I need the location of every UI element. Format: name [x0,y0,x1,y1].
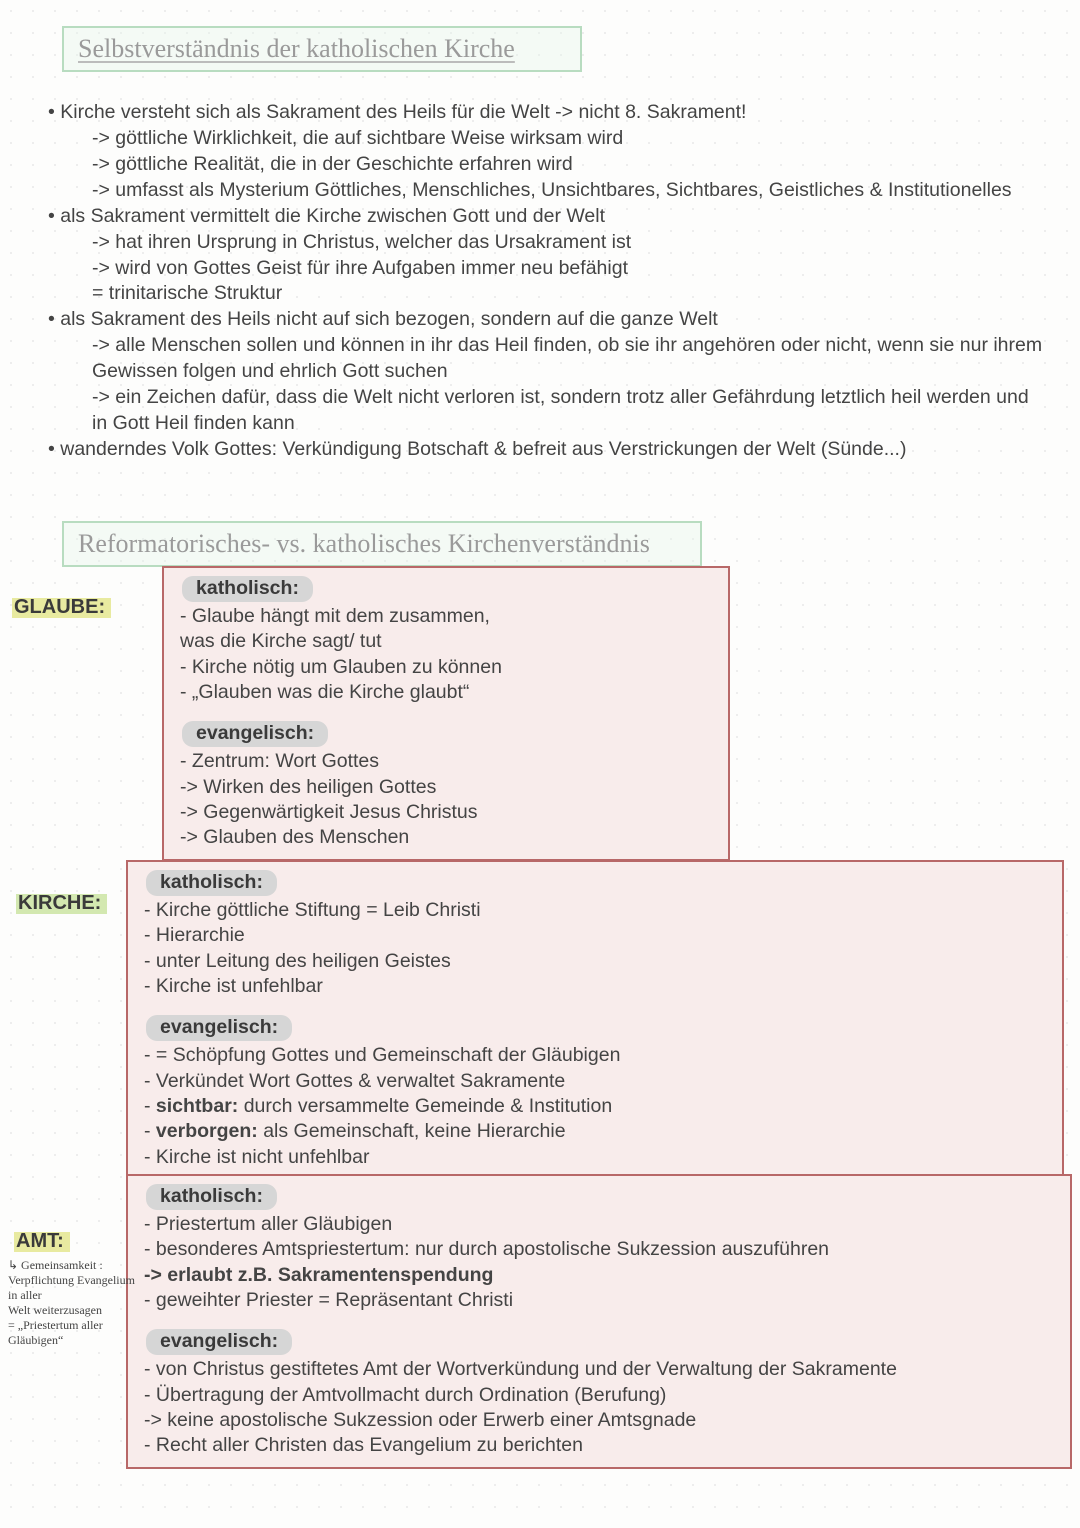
box-line: - Kirche göttliche Stiftung = Leib Chris… [140,898,1050,923]
box-line: - = Schöpfung Gottes und Gemeinschaft de… [140,1043,1050,1068]
handwritten-margin-note: ↳ Gemeinsamkeit :Verpflichtung Evangeliu… [8,1258,138,1348]
body-line: = trinitarische Struktur [48,281,1048,307]
section-header-2-text: Reformatorisches- vs. katholisches Kirch… [78,529,650,558]
side-label-glaube: GLAUBE: [12,596,111,619]
side-label-kirche: KIRCHE: [16,892,107,915]
box-line: - Priestertum aller Gläubigen [140,1212,1058,1237]
comparison-box-kirche: katholisch:- Kirche göttliche Stiftung =… [126,860,1064,1180]
box-line: -> erlaubt z.B. Sakramentenspendung [140,1263,1058,1288]
section-header-1-text: Selbstverständnis der katholischen Kirch… [78,34,515,63]
handnote-line: Welt weiterzusagen [8,1303,138,1318]
box-line: -> keine apostolische Sukzession oder Er… [140,1408,1058,1433]
section-header-1: Selbstverständnis der katholischen Kirch… [62,26,582,72]
box-line: - besonderes Amtspriestertum: nur durch … [140,1237,1058,1262]
body-line: -> alle Menschen sollen und können in ih… [48,333,1048,385]
box-line: -> Wirken des heiligen Gottes [176,775,716,800]
denomination-tag: katholisch: [182,576,313,602]
box-line: - verborgen: als Gemeinschaft, keine Hie… [140,1119,1050,1144]
box-line: - Kirche nötig um Glauben zu können [176,655,716,680]
denomination-tag: evangelisch: [146,1329,292,1355]
denomination-tag: evangelisch: [146,1015,292,1041]
denomination-tag: katholisch: [146,870,277,896]
box-line: - geweihter Priester = Repräsentant Chri… [140,1288,1058,1313]
body-line: -> umfasst als Mysterium Göttliches, Men… [48,178,1048,204]
box-line: was die Kirche sagt/ tut [176,629,716,654]
body-text-block: • Kirche versteht sich als Sakrament des… [48,100,1048,463]
body-line: • als Sakrament des Heils nicht auf sich… [48,307,1048,333]
box-line: - Zentrum: Wort Gottes [176,749,716,774]
box-line: - Glaube hängt mit dem zusammen, [176,604,716,629]
body-line: -> göttliche Wirklichkeit, die auf sicht… [48,126,1048,152]
box-line: -> Glauben des Menschen [176,825,716,850]
denomination-tag: evangelisch: [182,721,328,747]
body-line: • als Sakrament vermittelt die Kirche zw… [48,204,1048,230]
box-line: - Hierarchie [140,923,1050,948]
box-line: - „Glauben was die Kirche glaubt“ [176,680,716,705]
comparison-box-amt: katholisch:- Priestertum aller Gläubigen… [126,1174,1072,1469]
box-line: - Verkündet Wort Gottes & verwaltet Sakr… [140,1069,1050,1094]
side-label-amt: AMT: [14,1230,70,1253]
box-line: - unter Leitung des heiligen Geistes [140,949,1050,974]
denomination-tag: katholisch: [146,1184,277,1210]
body-line: • Kirche versteht sich als Sakrament des… [48,100,1048,126]
box-line: - sichtbar: durch versammelte Gemeinde &… [140,1094,1050,1119]
body-line: -> göttliche Realität, die in der Geschi… [48,152,1048,178]
box-line: - Recht aller Christen das Evangelium zu… [140,1433,1058,1458]
comparison-box-glaube: katholisch:- Glaube hängt mit dem zusamm… [162,566,730,861]
body-line: -> ein Zeichen dafür, dass die Welt nich… [48,385,1048,437]
body-line: -> wird von Gottes Geist für ihre Aufgab… [48,256,1048,282]
box-line: - Kirche ist nicht unfehlbar [140,1145,1050,1170]
box-line: - von Christus gestiftetes Amt der Wortv… [140,1357,1058,1382]
handnote-line: = „Priestertum aller Gläubigen“ [8,1318,138,1348]
section-header-2: Reformatorisches- vs. katholisches Kirch… [62,521,702,567]
body-line: -> hat ihren Ursprung in Christus, welch… [48,230,1048,256]
body-line: • wanderndes Volk Gottes: Verkündigung B… [48,437,1048,463]
handnote-line: Verpflichtung Evangelium in aller [8,1273,138,1303]
box-line: - Kirche ist unfehlbar [140,974,1050,999]
box-line: -> Gegenwärtigkeit Jesus Christus [176,800,716,825]
handnote-line: ↳ Gemeinsamkeit : [8,1258,138,1273]
box-line: - Übertragung der Amtvollmacht durch Ord… [140,1383,1058,1408]
